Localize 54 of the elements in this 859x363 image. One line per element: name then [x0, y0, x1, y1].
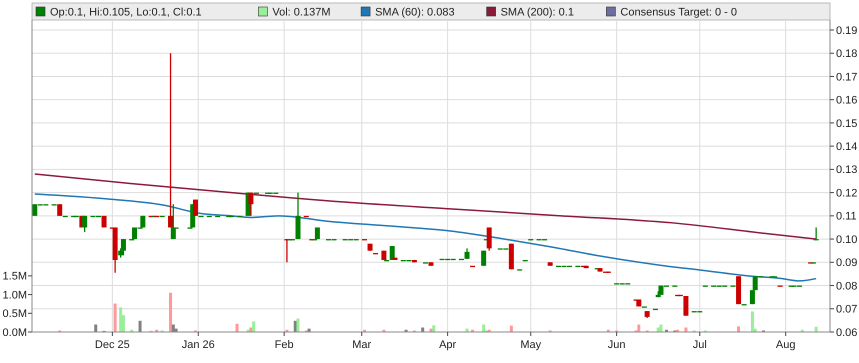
y-tick-label: 0.06: [836, 326, 858, 339]
y2-tick-label: 0.5M: [2, 308, 27, 320]
x-tick-label: Aug: [776, 339, 796, 351]
legend-label: SMA (200): 0.1: [500, 6, 574, 18]
y2-tick-label: 1.5M: [2, 270, 27, 283]
bar: [637, 324, 640, 332]
bar: [169, 292, 172, 332]
line-series: [34, 193, 817, 282]
candlestick: [192, 198, 198, 216]
y-tick-label: 0.10: [836, 234, 858, 246]
bar: [236, 324, 239, 332]
bar: [659, 324, 662, 332]
bar: [737, 326, 740, 332]
legend-label: SMA (60): 0.083: [375, 6, 455, 18]
legend-label: Op:0.1, Hi:0.105, Lo:0.1, Cl:0.1: [50, 6, 202, 18]
y-tick-label: 0.13: [836, 164, 858, 176]
y-tick-label: 0.17: [836, 71, 858, 84]
candlestick: [120, 238, 126, 256]
candlestick: [296, 192, 300, 240]
x-tick-label: Jan 26: [182, 339, 215, 351]
y-tick-label: 0.08: [836, 280, 858, 292]
candlestick: [814, 226, 819, 240]
candlestick: [57, 204, 62, 216]
y-tick-label: 0.15: [836, 118, 858, 130]
x-tick-label: Dec 25: [94, 339, 130, 351]
bar: [750, 311, 754, 332]
x-tick-label: Apr: [439, 339, 457, 351]
legend-label: Consensus Target: 0 - 0: [620, 6, 737, 18]
bar: [430, 328, 432, 332]
y-tick-label: 0.18: [836, 48, 858, 60]
bar: [114, 304, 117, 332]
bar: [252, 322, 256, 332]
y2-tick-label: 1.0M: [2, 289, 27, 302]
x-tick-label: Mar: [352, 339, 372, 351]
y2-tick-label: 0.0M: [2, 326, 27, 339]
candlestick: [464, 248, 470, 260]
y-tick-label: 0.19: [836, 24, 858, 37]
bar: [466, 328, 469, 332]
x-tick-label: Jul: [692, 339, 707, 351]
x-tick-label: Feb: [274, 339, 294, 351]
bar: [119, 307, 122, 332]
x-tick-label: Jun: [608, 339, 626, 351]
x-tick-label: May: [520, 339, 542, 351]
y-tick-label: 0.14: [836, 140, 858, 153]
y-tick-label: 0.09: [836, 257, 858, 270]
legend-label: Vol: 0.137M: [272, 6, 330, 18]
y-tick-label: 0.12: [836, 187, 858, 200]
candlestick: [481, 250, 486, 266]
y-tick-label: 0.11: [836, 210, 857, 223]
bar: [482, 324, 486, 332]
y-tick-label: 0.07: [836, 304, 858, 316]
bar: [296, 318, 300, 332]
y-tick-label: 0.16: [836, 94, 858, 107]
bar: [510, 326, 513, 332]
